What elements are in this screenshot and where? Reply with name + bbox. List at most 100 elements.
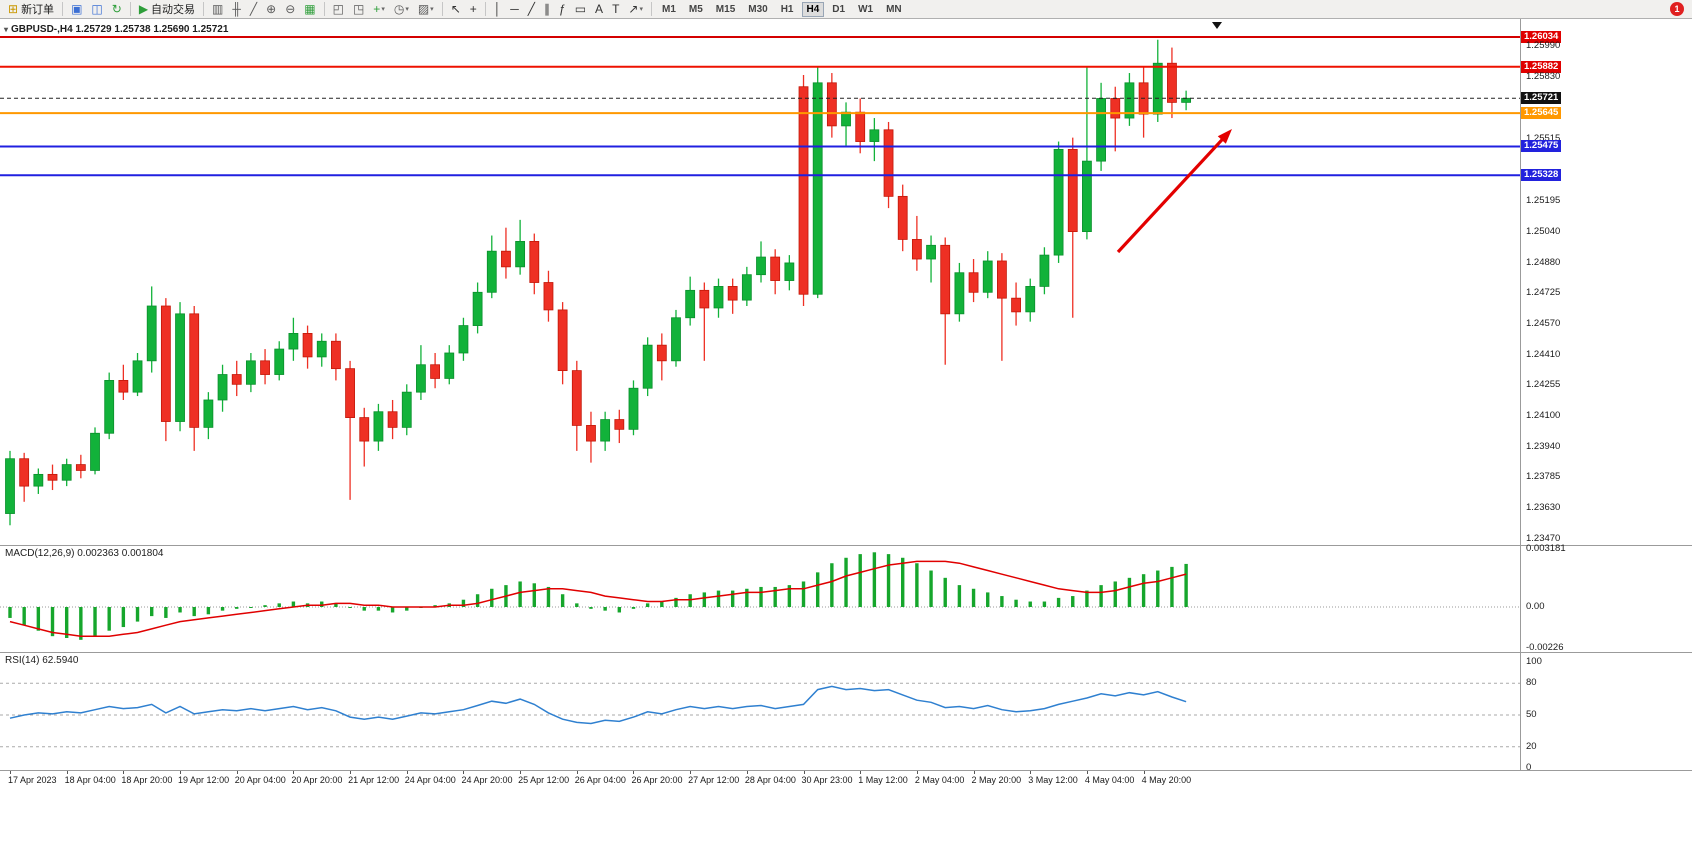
candle [359, 417, 370, 442]
candlestick-chart-icon[interactable]: ╫ [228, 0, 245, 18]
profiles-icon[interactable]: ◫ [87, 0, 106, 18]
bar-chart-icon: ▥ [212, 2, 224, 16]
trend-arrow-object[interactable] [1116, 135, 1227, 254]
timeframe-button-h1[interactable]: H1 [780, 3, 794, 15]
rsi-label: RSI(14) [5, 655, 40, 666]
chart-shift-marker-icon[interactable] [1212, 22, 1222, 29]
candle [444, 352, 455, 379]
macd-histogram-bar [518, 581, 522, 607]
templates-icon[interactable]: ▨ ▾ [414, 0, 438, 18]
timeframe-button-m30[interactable]: M30 [748, 3, 768, 15]
tile-windows-icon[interactable]: ▦ [300, 0, 319, 18]
new-chart-icon[interactable]: ◰ [329, 0, 348, 18]
macd-histogram-bar [291, 601, 296, 607]
dropdown-caret-icon: ▾ [405, 6, 409, 13]
macd-histogram-bar [1014, 599, 1018, 607]
time-tick [803, 770, 805, 774]
text-icon[interactable]: A [591, 0, 607, 18]
candle [515, 240, 526, 268]
trendline-icon[interactable]: ╱ [524, 0, 539, 18]
timeframe-button-h4[interactable]: H4 [801, 1, 825, 17]
tile-windows-icon: ▦ [304, 2, 316, 16]
macd-histogram-bar [631, 607, 636, 609]
timeframe-button-w1[interactable]: W1 [858, 3, 874, 15]
macd-histogram-bar [461, 599, 466, 607]
autotrading-button-label: 自动交易 [151, 4, 196, 16]
notification-badge[interactable]: 1 [1670, 2, 1684, 16]
time-label: 27 Apr 12:00 [688, 775, 740, 785]
equidistant-channel-icon[interactable]: ∥ [540, 0, 554, 18]
arrows-icon[interactable]: ↗ ▾ [624, 0, 647, 18]
line-chart-icon[interactable]: ╱ [246, 0, 261, 18]
candle [770, 256, 781, 281]
macd-histogram-bar [150, 607, 154, 617]
time-label: 19 Apr 12:00 [178, 775, 230, 785]
timeframe-button-m5[interactable]: M5 [688, 3, 703, 15]
macd-panel[interactable]: MACD(12,26,9) 0.002363 0.001804 [0, 546, 1692, 652]
rsi-value: 62.5940 [42, 655, 79, 666]
text-label-icon[interactable]: T [608, 0, 623, 18]
timeframe-button-d1[interactable]: D1 [832, 3, 846, 15]
indicators-icon[interactable]: + ▾ [369, 0, 389, 18]
time-label: 26 Apr 04:00 [574, 775, 626, 785]
candle [812, 82, 823, 295]
autotrading-button[interactable]: ▶ 自动交易 [135, 0, 199, 18]
toolbar-separator [441, 2, 443, 16]
time-label: 4 May 04:00 [1084, 775, 1135, 785]
candle [61, 464, 72, 481]
fibonacci-icon[interactable]: ƒ [555, 0, 570, 18]
cursor-icon[interactable]: ↖ [447, 0, 465, 18]
horizontal-line-icon[interactable]: ─ [506, 0, 523, 18]
candle [685, 289, 696, 319]
candle [841, 111, 851, 127]
zoom-in-icon[interactable]: ⊕ [262, 0, 280, 18]
time-label: 18 Apr 04:00 [64, 775, 116, 785]
candle [656, 344, 667, 362]
timeframe-button-mn[interactable]: MN [886, 3, 902, 15]
time-label: 17 Apr 2023 [8, 775, 57, 785]
shapes-icon[interactable]: ▭ [571, 0, 590, 18]
time-label: 20 Apr 04:00 [234, 775, 286, 785]
macd-histogram-bar [1071, 596, 1075, 607]
macd-histogram-bar [589, 607, 593, 609]
equidistant-channel-icon: ∥ [544, 2, 551, 16]
cascade-windows-icon[interactable]: ◳ [349, 0, 368, 18]
candle [146, 305, 157, 362]
time-tick [916, 770, 918, 774]
panel-separator[interactable] [0, 545, 1692, 546]
cascade-windows-icon: ◳ [352, 2, 365, 16]
profiles-icon: ◫ [91, 2, 103, 16]
candle [486, 250, 497, 293]
candle [1053, 148, 1064, 256]
time-tick [973, 770, 975, 774]
macd-histogram-bar [475, 594, 480, 607]
candle [203, 399, 214, 428]
trendline-icon: ╱ [527, 2, 536, 16]
timeframe-button-m1[interactable]: M1 [661, 3, 676, 15]
new-order-button[interactable]: ⊞ 新订单 [4, 0, 58, 18]
chart-window-icon[interactable]: ▣ [67, 0, 86, 18]
main-chart-panel[interactable]: ▾ GBPUSD-,H4 1.25729 1.25738 1.25690 1.25… [0, 19, 1692, 545]
panel-separator[interactable] [0, 652, 1692, 653]
periods-icon[interactable]: ◷ ▾ [390, 0, 413, 18]
crosshair-icon[interactable]: + [466, 0, 481, 18]
macd-histogram-bar [830, 563, 834, 607]
time-label: 24 Apr 20:00 [461, 775, 513, 785]
refresh-icon[interactable]: ↻ [108, 0, 126, 18]
candle [855, 111, 866, 142]
time-label: 28 Apr 04:00 [744, 775, 796, 785]
autotrading-icon: ▶ [138, 2, 149, 16]
rsi-panel[interactable]: RSI(14) 62.5940 [0, 653, 1692, 770]
macd-histogram-bar [1127, 577, 1132, 607]
time-label: 2 May 04:00 [914, 775, 965, 785]
candle [600, 419, 611, 442]
cursor-icon: ↖ [450, 2, 461, 16]
zoom-out-icon[interactable]: ⊖ [281, 0, 299, 18]
bar-chart-icon[interactable]: ▥ [208, 0, 227, 18]
timeframe-button-m15[interactable]: M15 [715, 3, 736, 15]
macd-histogram-bar [164, 607, 168, 618]
vertical-line-icon[interactable]: │ [490, 0, 506, 18]
rsi-header: RSI(14) 62.5940 [5, 655, 78, 666]
trend-arrow-head[interactable] [1217, 125, 1236, 144]
macd-histogram-bar [263, 605, 267, 607]
